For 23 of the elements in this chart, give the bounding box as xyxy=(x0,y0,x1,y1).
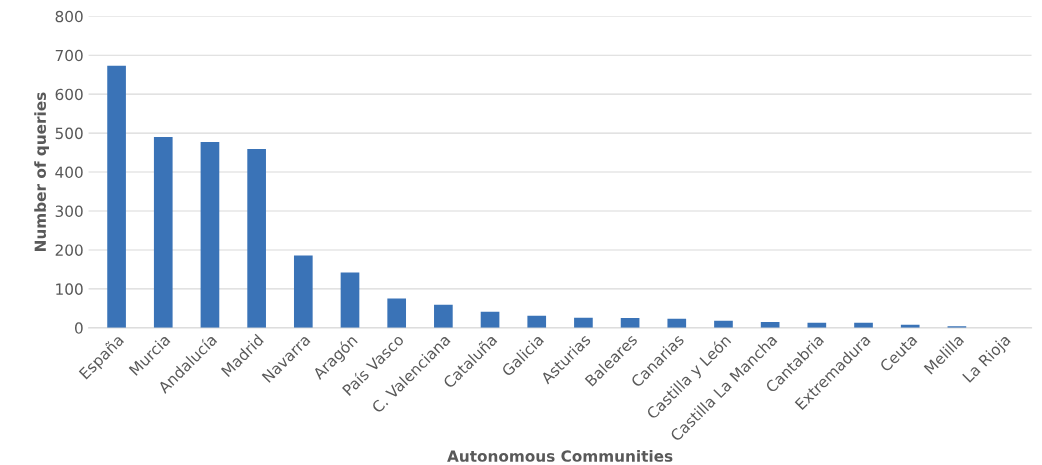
bar xyxy=(387,298,407,328)
bar xyxy=(527,315,547,328)
bar xyxy=(574,317,593,328)
bar xyxy=(247,149,266,328)
bar xyxy=(434,304,453,328)
y-tick-label: 100 xyxy=(56,283,83,295)
bar xyxy=(667,318,687,328)
bar xyxy=(107,65,126,328)
y-tick-label: 800 xyxy=(55,10,83,23)
x-axis-title: Autonomous Communities xyxy=(447,450,673,462)
bar xyxy=(153,137,173,328)
y-axis-title: Number of queries xyxy=(34,92,49,251)
y-tick-label: 500 xyxy=(55,127,83,140)
bar xyxy=(293,255,313,328)
y-tick-label: 0 xyxy=(75,322,83,334)
y-tick-label: 200 xyxy=(55,244,83,256)
y-tick-label: 400 xyxy=(55,166,83,179)
y-tick-label: 700 xyxy=(55,49,83,62)
bar xyxy=(200,142,220,328)
bar xyxy=(340,272,360,328)
bar xyxy=(480,311,500,328)
y-tick-label: 600 xyxy=(55,88,83,101)
y-tick-label: 300 xyxy=(55,205,83,218)
